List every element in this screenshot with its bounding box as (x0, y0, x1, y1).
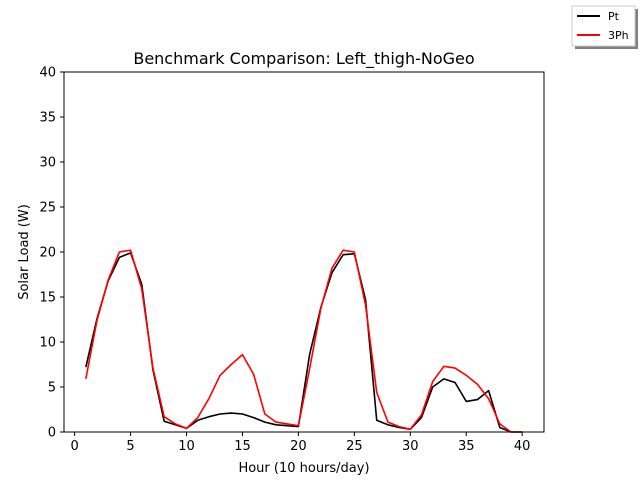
legend-label-pt: Pt (608, 10, 620, 23)
x-tick-label: 35 (458, 439, 475, 454)
y-tick-label: 0 (48, 426, 56, 441)
x-axis-label: Hour (10 hours/day) (238, 461, 369, 476)
x-tick-label: 15 (234, 439, 251, 454)
x-tick-label: 20 (290, 439, 307, 454)
x-tick-label: 5 (126, 439, 134, 454)
legend: Pt 3Ph (571, 5, 638, 49)
x-tick-label: 40 (514, 439, 531, 454)
y-tick-label: 20 (39, 246, 56, 261)
chart-title: Benchmark Comparison: Left_thigh-NoGeo (133, 49, 474, 69)
x-tick-label: 0 (70, 439, 78, 454)
y-tick-label: 25 (39, 201, 56, 216)
y-tick-label: 5 (48, 381, 56, 396)
series-line-3ph (85, 249, 523, 433)
y-axis-label: Solar Load (W) (17, 204, 32, 300)
y-tick-label: 40 (39, 66, 56, 81)
y-tick-label: 30 (39, 156, 56, 171)
x-tick-label: 25 (346, 439, 363, 454)
x-axis-ticks: 0 5 10 15 20 25 30 35 40 (70, 432, 530, 454)
y-tick-label: 35 (39, 111, 56, 126)
x-tick-label: 10 (178, 439, 195, 454)
series-layer (85, 249, 523, 433)
y-tick-label: 15 (39, 291, 56, 306)
legend-box (571, 5, 636, 47)
legend-label-3ph: 3Ph (608, 29, 629, 42)
y-tick-label: 10 (39, 336, 56, 351)
y-axis-ticks: 0 5 10 15 20 25 30 35 40 (39, 66, 64, 441)
x-tick-label: 30 (402, 439, 419, 454)
